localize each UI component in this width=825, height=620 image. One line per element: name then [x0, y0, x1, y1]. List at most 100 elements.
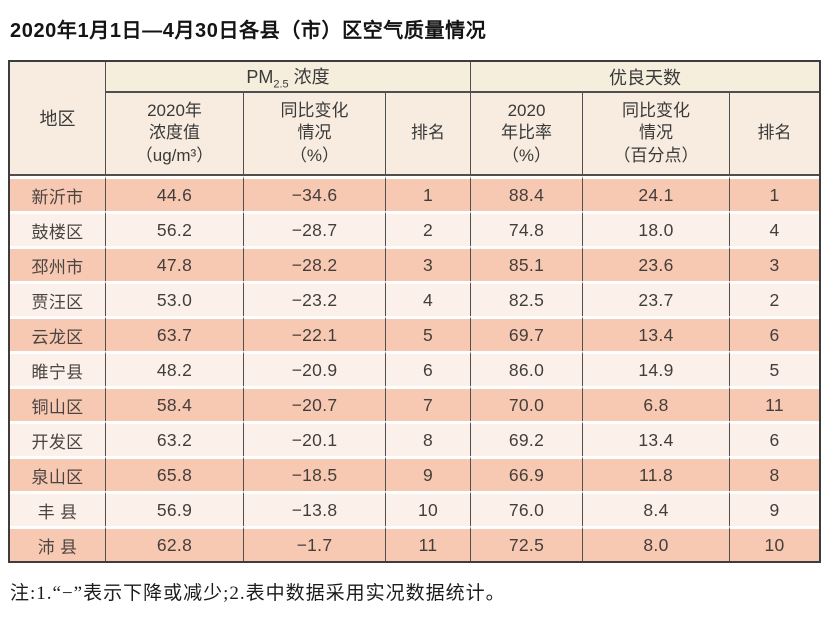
cell-good-rate: 82.5	[471, 281, 583, 316]
cell-good-rate: 66.9	[471, 456, 583, 491]
cell-pm-change: −20.7	[244, 386, 386, 421]
cell-region: 邳州市	[10, 246, 106, 281]
table-row: 沛 县 62.8 −1.7 11 72.5 8.0 10	[10, 526, 820, 561]
cell-good-rank: 11	[730, 386, 820, 421]
cell-good-rate: 70.0	[471, 386, 583, 421]
column-header-good-rank: 排名	[730, 93, 820, 176]
pm25-label-suffix: 浓度	[288, 66, 330, 87]
cell-good-rank: 5	[730, 351, 820, 386]
group-header-row: 地区 PM2.5 浓度 优良天数	[10, 62, 820, 176]
table-row: 睢宁县 48.2 −20.9 6 86.0 14.9 5	[10, 351, 820, 386]
table-header: 地区 PM2.5 浓度 优良天数 2020年 浓度值 （ug/m³） 同比变化 …	[10, 62, 820, 176]
pm25-label-prefix: PM	[246, 66, 274, 87]
page-title: 2020年1月1日—4月30日各县（市）区空气质量情况	[10, 20, 487, 42]
cell-good-change: 11.8	[583, 456, 730, 491]
cell-pm-value: 63.2	[106, 421, 244, 456]
table-row: 铜山区 58.4 −20.7 7 70.0 6.8 11	[10, 386, 820, 421]
cell-good-change: 8.4	[583, 491, 730, 526]
cell-pm-rank: 8	[386, 421, 471, 456]
cell-pm-value: 63.7	[106, 316, 244, 351]
cell-good-change: 6.8	[583, 386, 730, 421]
cell-pm-rank: 2	[386, 211, 471, 246]
page: 2020年1月1日—4月30日各县（市）区空气质量情况 地区 PM2.5 浓度 …	[8, 20, 822, 604]
cell-good-change: 13.4	[583, 421, 730, 456]
pm25-label-subscript: 2.5	[273, 78, 289, 91]
table-row: 云龙区 63.7 −22.1 5 69.7 13.4 6	[10, 316, 820, 351]
cell-pm-rank: 10	[386, 491, 471, 526]
cell-good-rate: 69.2	[471, 421, 583, 456]
cell-pm-rank: 3	[386, 246, 471, 281]
cell-good-change: 14.9	[583, 351, 730, 386]
cell-good-rank: 4	[730, 211, 820, 246]
cell-pm-value: 58.4	[106, 386, 244, 421]
cell-good-rank: 6	[730, 316, 820, 351]
cell-good-change: 23.6	[583, 246, 730, 281]
table-row: 丰 县 56.9 −13.8 10 76.0 8.4 9	[10, 491, 820, 526]
cell-good-rate: 74.8	[471, 211, 583, 246]
cell-region: 新沂市	[10, 176, 106, 211]
table-row: 邳州市 47.8 −28.2 3 85.1 23.6 3	[10, 246, 820, 281]
cell-pm-change: −23.2	[244, 281, 386, 316]
cell-pm-change: −20.1	[244, 421, 386, 456]
cell-region: 睢宁县	[10, 351, 106, 386]
cell-region: 鼓楼区	[10, 211, 106, 246]
cell-region: 贾汪区	[10, 281, 106, 316]
cell-pm-value: 48.2	[106, 351, 244, 386]
cell-region: 泉山区	[10, 456, 106, 491]
footnote: 注:1.“−”表示下降或减少;2.表中数据采用实况数据统计。	[10, 583, 506, 604]
column-group-good-days: 优良天数	[471, 62, 820, 93]
cell-good-rank: 9	[730, 491, 820, 526]
table-row: 泉山区 65.8 −18.5 9 66.9 11.8 8	[10, 456, 820, 491]
column-header-pm-rank: 排名	[386, 93, 471, 176]
cell-good-rank: 1	[730, 176, 820, 211]
air-quality-table: 地区 PM2.5 浓度 优良天数 2020年 浓度值 （ug/m³） 同比变化 …	[8, 60, 822, 563]
cell-good-rate: 69.7	[471, 316, 583, 351]
column-header-pm-change: 同比变化 情况 （%）	[244, 93, 386, 176]
cell-pm-rank: 7	[386, 386, 471, 421]
cell-pm-rank: 5	[386, 316, 471, 351]
cell-region: 云龙区	[10, 316, 106, 351]
cell-pm-rank: 6	[386, 351, 471, 386]
cell-good-change: 18.0	[583, 211, 730, 246]
cell-good-change: 8.0	[583, 526, 730, 561]
column-header-pm-value: 2020年 浓度值 （ug/m³）	[106, 93, 244, 176]
cell-good-change: 23.7	[583, 281, 730, 316]
cell-pm-change: −13.8	[244, 491, 386, 526]
cell-pm-value: 62.8	[106, 526, 244, 561]
cell-pm-rank: 4	[386, 281, 471, 316]
sub-header-row: 2020年 浓度值 （ug/m³） 同比变化 情况 （%） 排名 2020 年比…	[10, 93, 820, 176]
cell-pm-rank: 11	[386, 526, 471, 561]
column-header-good-change: 同比变化 情况 （百分点）	[583, 93, 730, 176]
cell-good-rank: 3	[730, 246, 820, 281]
cell-pm-value: 56.9	[106, 491, 244, 526]
cell-pm-change: −34.6	[244, 176, 386, 211]
table-row: 新沂市 44.6 −34.6 1 88.4 24.1 1	[10, 176, 820, 211]
cell-pm-change: −28.7	[244, 211, 386, 246]
cell-pm-value: 53.0	[106, 281, 244, 316]
cell-pm-value: 47.8	[106, 246, 244, 281]
cell-pm-rank: 9	[386, 456, 471, 491]
cell-good-rank: 8	[730, 456, 820, 491]
cell-region: 丰 县	[10, 491, 106, 526]
column-header-region: 地区	[10, 62, 106, 176]
table-body: 新沂市 44.6 −34.6 1 88.4 24.1 1 鼓楼区 56.2 −2…	[10, 176, 820, 561]
cell-pm-value: 65.8	[106, 456, 244, 491]
cell-region: 沛 县	[10, 526, 106, 561]
cell-good-rate: 86.0	[471, 351, 583, 386]
cell-good-rank: 6	[730, 421, 820, 456]
cell-pm-change: −1.7	[244, 526, 386, 561]
cell-pm-change: −22.1	[244, 316, 386, 351]
cell-good-change: 24.1	[583, 176, 730, 211]
cell-pm-change: −18.5	[244, 456, 386, 491]
cell-region: 铜山区	[10, 386, 106, 421]
cell-good-rate: 85.1	[471, 246, 583, 281]
cell-region: 开发区	[10, 421, 106, 456]
cell-good-rate: 76.0	[471, 491, 583, 526]
cell-good-rate: 72.5	[471, 526, 583, 561]
table-row: 贾汪区 53.0 −23.2 4 82.5 23.7 2	[10, 281, 820, 316]
column-header-good-rate: 2020 年比率 （%）	[471, 93, 583, 176]
cell-pm-change: −20.9	[244, 351, 386, 386]
cell-pm-value: 56.2	[106, 211, 244, 246]
cell-good-change: 13.4	[583, 316, 730, 351]
column-group-pm25: PM2.5 浓度	[106, 62, 471, 93]
